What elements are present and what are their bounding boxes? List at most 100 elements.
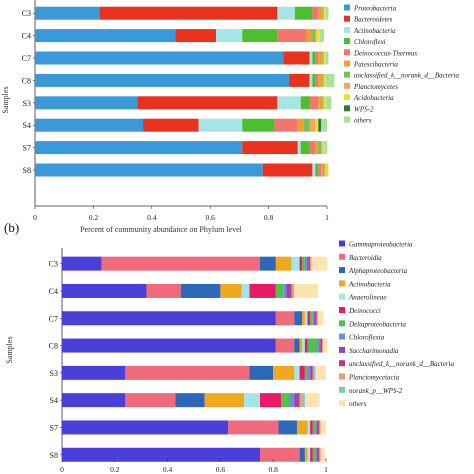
p1-bar-s3-11 bbox=[325, 96, 332, 110]
p2-bar-s4-6 bbox=[260, 393, 282, 408]
p2-bar-c4-5 bbox=[241, 283, 250, 298]
p2-bar-c8-9 bbox=[319, 338, 321, 353]
p2-bar-s3-6 bbox=[299, 365, 305, 380]
p2-bar-c4-12 bbox=[293, 283, 295, 298]
p2-bar-c3-5 bbox=[291, 256, 300, 271]
p1-legend-swatch bbox=[344, 15, 350, 22]
p1-bar-s3-2 bbox=[137, 96, 278, 110]
p2-legend-label: Deltaproteobacteria bbox=[348, 320, 406, 328]
p2-bar-c7-2 bbox=[275, 311, 295, 326]
p2-bar-s8-2 bbox=[260, 447, 300, 462]
p1-bar-s4-11 bbox=[321, 118, 327, 132]
p1-bar-c8-6 bbox=[318, 73, 322, 87]
p1-bar-s8-5 bbox=[318, 163, 322, 177]
p2-legend-label: Anaerolineae bbox=[348, 294, 386, 302]
p1-bar-c8-7 bbox=[321, 73, 323, 87]
p2-bar-s8-1 bbox=[62, 447, 260, 462]
p2-bar-c8-6 bbox=[304, 338, 308, 353]
p1-bar-s4-3 bbox=[198, 118, 243, 132]
p2-bar-c8-10 bbox=[320, 338, 323, 353]
p1-bar-s4-7 bbox=[303, 118, 310, 132]
p2-bar-s4-11 bbox=[299, 393, 303, 408]
p2-legend-swatch bbox=[339, 400, 345, 407]
p1-legend-label: Actinobacteria bbox=[353, 27, 396, 35]
p1-legend-label: unclassified_k__norank_d__Bacteria bbox=[354, 72, 459, 80]
p1-bar-s8-9 bbox=[325, 163, 327, 177]
p2-bar-c4-10 bbox=[289, 283, 292, 298]
p2-bar-s7-2 bbox=[228, 420, 279, 435]
p1-bar-c7-1 bbox=[35, 51, 284, 65]
p1-x-tick-label: 1 bbox=[325, 213, 329, 222]
p2-legend-label: Chloroflexia bbox=[349, 334, 385, 342]
p2-bar-c7-1 bbox=[62, 311, 276, 326]
p1-bar-s3-9 bbox=[324, 96, 326, 110]
p1-bar-s8-8 bbox=[324, 163, 326, 177]
p1-legend-label: Planctomycetes bbox=[353, 83, 398, 91]
p1-legend-swatch bbox=[344, 4, 350, 11]
p2-bar-c8-4 bbox=[299, 338, 303, 353]
p1-bar-c4-5 bbox=[277, 29, 307, 43]
p1-bar-c7-2 bbox=[283, 51, 310, 65]
p2-bar-s4-10 bbox=[296, 393, 300, 408]
p2-bar-s3-10 bbox=[311, 365, 313, 380]
p2-legend-label: Bacteroidia bbox=[349, 254, 382, 262]
p2-bar-s4-9 bbox=[294, 393, 297, 408]
p1-legend-label: WPS-2 bbox=[354, 105, 374, 113]
p1-x-axis-label: Percent of community abundance on Phylum… bbox=[80, 225, 243, 234]
p2-bar-c7-9 bbox=[314, 311, 316, 326]
p2-bar-c4-8 bbox=[283, 283, 287, 298]
p2-bar-s3-9 bbox=[310, 365, 312, 380]
p1-bar-s4-4 bbox=[242, 118, 275, 132]
p1-bar-s7-5 bbox=[309, 141, 316, 155]
p2-bar-s3-12 bbox=[314, 365, 316, 380]
p1-bar-c4-4 bbox=[242, 29, 278, 43]
p2-legend-swatch bbox=[339, 386, 345, 393]
p2-bar-c3-4 bbox=[275, 256, 292, 271]
p2-bar-s8-4 bbox=[304, 447, 308, 462]
p1-bar-s4-9 bbox=[315, 118, 319, 132]
p2-legend-swatch bbox=[339, 360, 345, 367]
p2-x-tick-label: 1 bbox=[324, 465, 328, 474]
p2-bar-s3-3 bbox=[249, 365, 274, 380]
p2-bar-c3-11 bbox=[310, 256, 312, 271]
p2-bar-s3-2 bbox=[125, 365, 250, 380]
p1-bar-c7-3 bbox=[309, 51, 313, 65]
p2-bar-c7-5 bbox=[304, 311, 308, 326]
p2-bar-s8-7 bbox=[312, 447, 316, 462]
p2-bar-c8-11 bbox=[322, 338, 324, 353]
p1-x-tick-label: 0.6 bbox=[206, 213, 216, 222]
p1-legend-swatch bbox=[344, 116, 350, 123]
p2-bar-c3-7 bbox=[302, 256, 305, 271]
p1-bar-s3-7 bbox=[321, 96, 323, 110]
p2-legend-label: Planctomycetacia bbox=[348, 374, 400, 382]
p1-bar-c7-4 bbox=[312, 51, 316, 65]
p2-bar-c3-10 bbox=[308, 256, 311, 271]
p2-category-label-s7: S7 bbox=[50, 423, 58, 432]
p1-bar-s7-6 bbox=[315, 141, 319, 155]
p2-bar-s8-3 bbox=[299, 447, 305, 462]
p2-bar-s4-12 bbox=[302, 393, 305, 408]
p1-bar-c3-6 bbox=[318, 6, 322, 20]
p2-bar-c4-6 bbox=[249, 283, 276, 298]
p2-category-label-s8: S8 bbox=[50, 451, 58, 460]
p1-bar-c3-8 bbox=[322, 6, 325, 20]
p1-bar-s4-5 bbox=[274, 118, 298, 132]
p2-legend-label: Gammaproteobacteria bbox=[349, 241, 413, 249]
p2-bar-s7-11 bbox=[319, 420, 321, 435]
p2-bar-s3-13 bbox=[315, 365, 326, 380]
p1-category-label-c7: C7 bbox=[22, 54, 31, 63]
p2-bar-c4-13 bbox=[294, 283, 319, 298]
p2-bar-c7-3 bbox=[294, 311, 303, 326]
p1-bar-c7-8 bbox=[322, 51, 325, 65]
p2-bar-c8-5 bbox=[302, 338, 305, 353]
p1-bar-c4-6 bbox=[306, 29, 313, 43]
p1-bar-s7-1 bbox=[35, 141, 243, 155]
p2-x-tick-label: 0.8 bbox=[269, 465, 279, 474]
p2-legend-label: norank_p__WPS-2 bbox=[349, 387, 403, 395]
p2-bar-s8-5 bbox=[307, 447, 311, 462]
p1-bar-s7-4 bbox=[300, 141, 310, 155]
p2-bar-s8-8 bbox=[315, 447, 317, 462]
p1-bar-c4-1 bbox=[35, 29, 176, 43]
p2-bar-s7-7 bbox=[312, 420, 316, 435]
p1-legend-label: Acidobacteria bbox=[353, 94, 394, 102]
